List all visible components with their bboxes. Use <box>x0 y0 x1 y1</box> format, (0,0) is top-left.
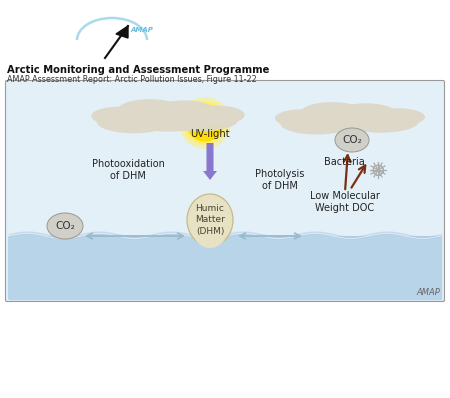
Ellipse shape <box>372 108 425 126</box>
Ellipse shape <box>280 113 353 135</box>
Ellipse shape <box>301 102 364 122</box>
Ellipse shape <box>185 103 225 143</box>
Polygon shape <box>116 26 128 38</box>
Text: AMAP Assessment Report: Arctic Pollution Issues, Figure 11-22: AMAP Assessment Report: Arctic Pollution… <box>7 75 257 84</box>
Ellipse shape <box>187 194 233 246</box>
Ellipse shape <box>302 107 398 133</box>
Ellipse shape <box>118 99 182 120</box>
Ellipse shape <box>336 103 396 122</box>
Ellipse shape <box>335 128 369 152</box>
Ellipse shape <box>192 208 228 248</box>
FancyArrow shape <box>203 143 217 180</box>
Text: AMAP: AMAP <box>130 27 153 33</box>
Text: Humic
Matter
(DHM): Humic Matter (DHM) <box>195 204 225 236</box>
Bar <box>8 236 442 299</box>
Ellipse shape <box>47 213 83 239</box>
Text: CO₂: CO₂ <box>55 221 75 231</box>
Ellipse shape <box>153 100 215 121</box>
Ellipse shape <box>161 108 238 131</box>
Ellipse shape <box>179 97 231 149</box>
Text: Photooxidation
of DHM: Photooxidation of DHM <box>91 159 164 181</box>
Text: Bacteria: Bacteria <box>324 157 365 167</box>
Ellipse shape <box>118 104 217 132</box>
Ellipse shape <box>97 110 171 133</box>
Ellipse shape <box>190 105 245 124</box>
FancyBboxPatch shape <box>5 80 445 302</box>
Ellipse shape <box>343 111 418 133</box>
Text: AMAP: AMAP <box>416 288 440 297</box>
Ellipse shape <box>193 197 231 233</box>
Text: CO₂: CO₂ <box>342 135 362 145</box>
Text: UV-light: UV-light <box>190 129 230 139</box>
Ellipse shape <box>91 107 146 125</box>
Text: Arctic Monitoring and Assessment Programme: Arctic Monitoring and Assessment Program… <box>7 65 270 75</box>
Ellipse shape <box>275 109 328 127</box>
Text: Low Molecular
Weight DOC: Low Molecular Weight DOC <box>310 191 380 213</box>
Text: Photolysis
of DHM: Photolysis of DHM <box>255 169 305 191</box>
